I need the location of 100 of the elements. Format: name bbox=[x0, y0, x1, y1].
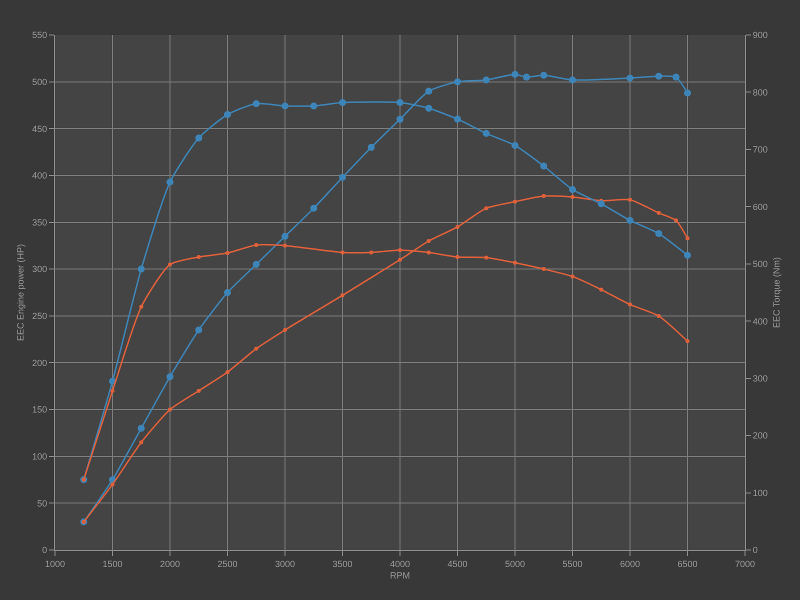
x-tick-label: 7000 bbox=[734, 558, 756, 569]
y2-tick-label: 700 bbox=[752, 144, 768, 155]
y-tick-label: 150 bbox=[32, 404, 48, 415]
point bbox=[282, 232, 288, 240]
point bbox=[674, 218, 678, 222]
point bbox=[569, 186, 576, 193]
y-tick-label: 250 bbox=[32, 311, 48, 322]
point bbox=[166, 178, 174, 186]
point bbox=[398, 258, 402, 262]
x-tick-label: 4500 bbox=[447, 558, 468, 569]
point bbox=[368, 144, 375, 151]
y2-tick-label: 900 bbox=[752, 30, 768, 40]
point bbox=[512, 70, 518, 78]
point bbox=[686, 339, 690, 344]
point bbox=[426, 239, 431, 243]
point bbox=[456, 224, 460, 229]
point bbox=[484, 206, 488, 210]
point bbox=[195, 134, 202, 142]
x-tick-label: 3000 bbox=[274, 558, 296, 569]
point bbox=[626, 216, 634, 224]
point bbox=[168, 262, 172, 266]
point bbox=[110, 388, 114, 393]
y-tick-label: 100 bbox=[32, 452, 48, 462]
y2-tick-label: 600 bbox=[752, 202, 768, 212]
y-tick-label: 500 bbox=[32, 76, 48, 87]
point bbox=[484, 256, 488, 260]
point bbox=[684, 90, 691, 97]
point bbox=[396, 116, 404, 123]
y2-tick-label: 400 bbox=[752, 316, 768, 326]
point bbox=[570, 194, 574, 199]
point bbox=[426, 250, 431, 254]
point bbox=[542, 194, 546, 198]
x-tick-label: 2500 bbox=[217, 558, 238, 569]
point bbox=[396, 99, 404, 106]
point bbox=[542, 267, 546, 272]
point bbox=[513, 200, 517, 204]
point bbox=[540, 72, 548, 79]
point bbox=[166, 373, 174, 380]
point bbox=[656, 210, 661, 215]
x-tick-label: 1000 bbox=[44, 558, 66, 569]
point bbox=[454, 78, 461, 86]
point bbox=[482, 130, 490, 137]
point bbox=[628, 198, 632, 202]
y-tick-label: 0 bbox=[42, 545, 48, 556]
point bbox=[655, 72, 662, 80]
x-tick-label: 1500 bbox=[102, 558, 123, 569]
point bbox=[686, 236, 690, 240]
point bbox=[339, 174, 346, 181]
point bbox=[454, 116, 461, 123]
point bbox=[684, 252, 691, 259]
point bbox=[254, 346, 258, 351]
point bbox=[310, 204, 318, 212]
y-tick-label: 400 bbox=[32, 170, 48, 181]
point bbox=[226, 370, 230, 374]
point bbox=[540, 162, 548, 170]
point bbox=[139, 304, 144, 309]
point bbox=[282, 102, 288, 110]
point bbox=[628, 302, 632, 307]
x-tick-label: 6500 bbox=[677, 558, 698, 569]
y2-tick-label: 300 bbox=[752, 373, 768, 384]
point bbox=[513, 260, 517, 265]
point bbox=[655, 230, 662, 238]
point bbox=[340, 293, 344, 298]
point bbox=[672, 74, 680, 81]
x-tick-label: 5000 bbox=[504, 558, 526, 569]
y-tick-label: 50 bbox=[37, 498, 48, 508]
y2-tick-label: 800 bbox=[752, 87, 768, 98]
point bbox=[224, 289, 231, 296]
point bbox=[224, 111, 231, 118]
point bbox=[226, 251, 230, 256]
point bbox=[626, 74, 634, 82]
point bbox=[369, 250, 374, 254]
point bbox=[283, 328, 287, 332]
point bbox=[339, 99, 346, 106]
point bbox=[138, 424, 145, 432]
x-tick-label: 6000 bbox=[620, 558, 640, 569]
point bbox=[570, 274, 574, 278]
point bbox=[398, 248, 402, 252]
point bbox=[139, 440, 144, 444]
y2-axis-title: EEC Torque (Nm) bbox=[772, 257, 782, 328]
y-tick-label: 350 bbox=[32, 217, 48, 228]
y2-tick-label: 500 bbox=[752, 259, 768, 270]
x-tick-label: 3500 bbox=[332, 558, 353, 569]
point bbox=[252, 100, 260, 108]
point bbox=[168, 408, 172, 412]
y2-tick-label: 100 bbox=[752, 488, 768, 498]
point bbox=[456, 255, 460, 260]
x-tick-label: 2000 bbox=[160, 558, 180, 569]
point bbox=[523, 74, 530, 81]
point bbox=[599, 288, 604, 292]
point bbox=[196, 388, 201, 393]
point bbox=[425, 104, 432, 112]
point bbox=[482, 76, 490, 84]
x-tick-label: 5500 bbox=[562, 558, 583, 569]
point bbox=[195, 326, 202, 334]
point bbox=[598, 200, 605, 208]
y2-tick-label: 0 bbox=[752, 545, 758, 556]
point bbox=[196, 255, 201, 260]
point bbox=[283, 244, 287, 248]
point bbox=[252, 260, 260, 268]
